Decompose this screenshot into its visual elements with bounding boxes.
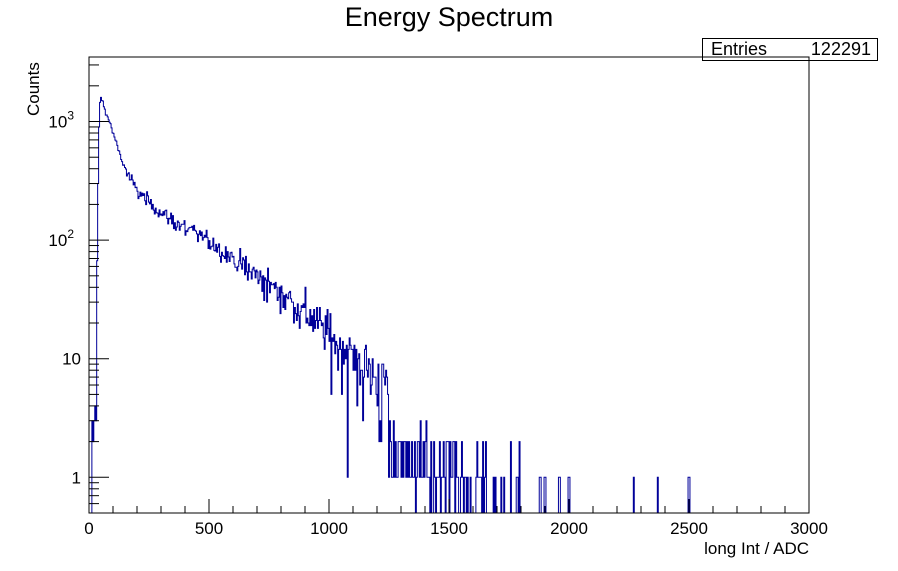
x-tick-label: 0	[84, 519, 93, 538]
x-tick-label: 1500	[430, 519, 468, 538]
x-axis-title: long Int / ADC	[704, 539, 809, 558]
x-tick-label: 3000	[790, 519, 828, 538]
x-axis: 0 500 1000 1500 2000 2500 3000	[84, 499, 828, 538]
x-tick-label: 500	[195, 519, 223, 538]
stats-entries-value: 122291	[810, 39, 871, 59]
y-tick-label: 10	[62, 350, 81, 369]
y-axis: 1 10 102 103	[48, 64, 109, 514]
y-axis-title: Counts	[24, 62, 43, 116]
x-tick-label: 2000	[550, 519, 588, 538]
chart-title: Energy Spectrum	[344, 2, 554, 32]
y-tick-label: 103	[48, 109, 74, 132]
histogram-series	[89, 96, 809, 514]
x-tick-label: 1000	[310, 519, 348, 538]
stats-entries-label: Entries	[711, 39, 768, 59]
histogram-step-line	[89, 96, 809, 514]
x-tick-label: 2500	[670, 519, 708, 538]
y-tick-label: 1	[72, 468, 81, 487]
y-tick-label: 102	[48, 227, 74, 250]
stats-box: Entries 122291	[702, 38, 878, 61]
